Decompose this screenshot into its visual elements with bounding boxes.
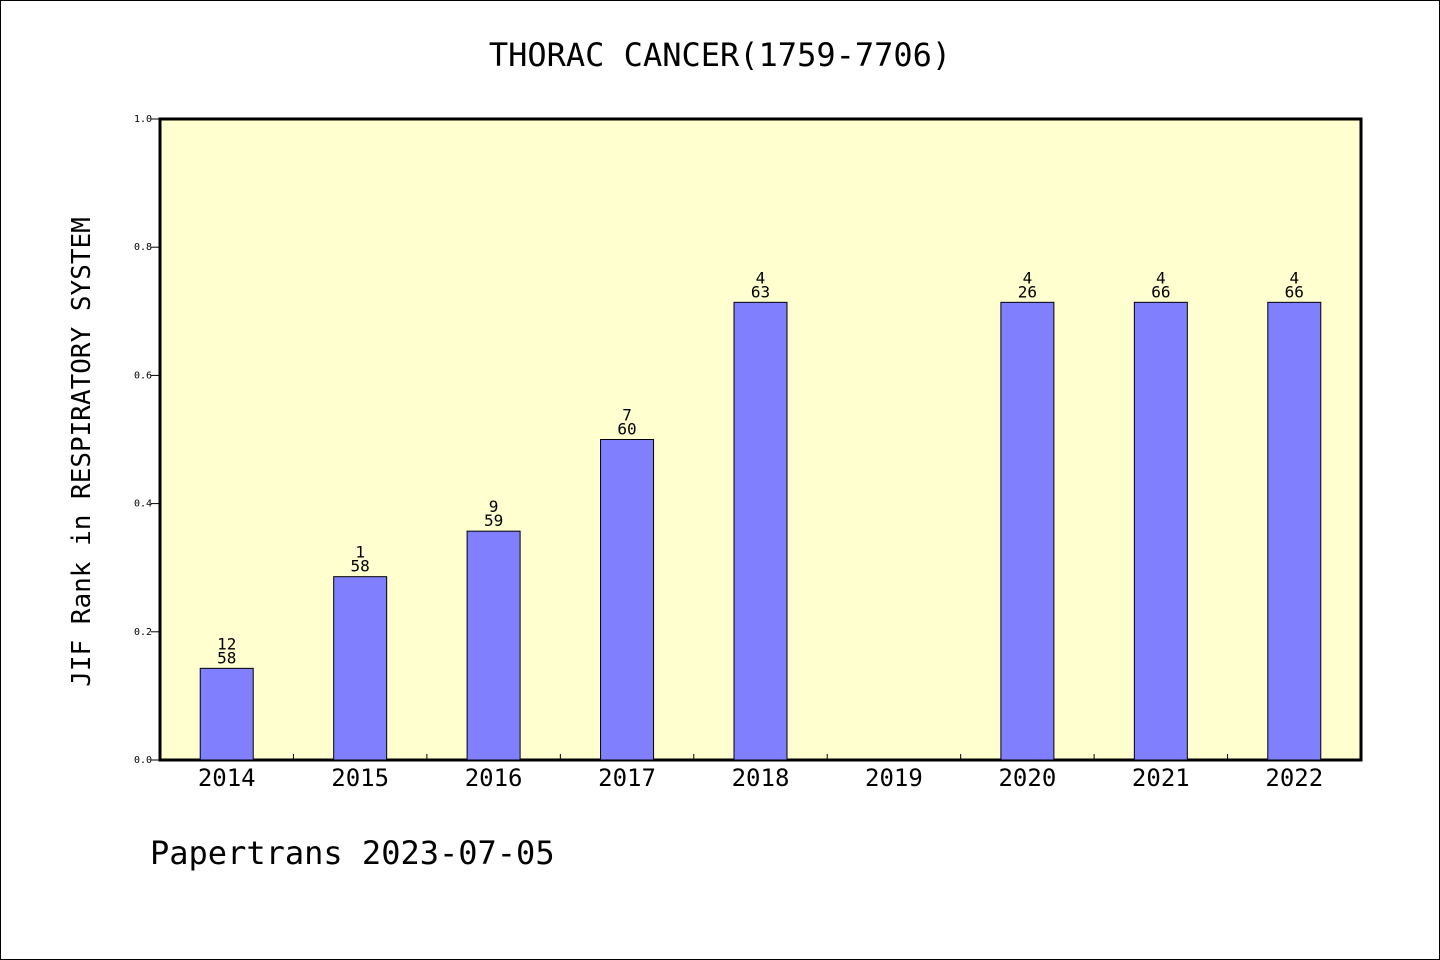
bars: [199, 301, 1322, 761]
data-label-total: 26: [1018, 282, 1037, 301]
data-label-rank: 12: [217, 634, 236, 653]
footer-credit: Papertrans 2023-07-05: [150, 834, 555, 872]
data-label-rank: 1: [355, 543, 365, 562]
bar-2014: [199, 667, 254, 761]
data-label-rank: 4: [1289, 268, 1299, 287]
x-tick-label: 2020: [998, 764, 1056, 792]
x-tick-label: 2015: [331, 764, 389, 792]
bar-2016: [466, 530, 521, 761]
data-label-total: 58: [351, 557, 370, 576]
y-tick-label: 0.2: [134, 627, 152, 638]
y-tick-label: 0.4: [134, 499, 152, 510]
bar-2018: [733, 301, 788, 761]
data-label-rank: 7: [622, 406, 632, 425]
data-label-rank: 4: [756, 268, 766, 287]
x-tick-label: 2022: [1265, 764, 1323, 792]
x-tick-label: 2019: [865, 764, 923, 792]
bar-2015: [333, 576, 388, 761]
data-label-total: 58: [217, 648, 236, 667]
x-tick-label: 2014: [198, 764, 256, 792]
x-tick-label: 2021: [1132, 764, 1190, 792]
data-label-rank: 4: [1023, 268, 1033, 287]
x-tick-label: 2016: [465, 764, 523, 792]
data-label-rank: 9: [489, 497, 499, 516]
data-label-total: 66: [1151, 282, 1170, 301]
x-tick-label: 2018: [732, 764, 790, 792]
x-tick-label: 2017: [598, 764, 656, 792]
y-tick-label: 0.0: [134, 755, 152, 766]
bar-2017: [600, 439, 655, 761]
y-ticks: 0.0 0.2 0.4 0.6 0.8 1.0: [134, 114, 160, 766]
x-ticks: 2014 2015 2016 2017 2018 2019 2020 2021 2022: [198, 754, 1323, 792]
bar-2020: [1000, 301, 1055, 761]
data-label-total: 59: [484, 511, 503, 530]
chart-title: THORAC CANCER(1759-7706): [489, 36, 951, 74]
data-label-total: 63: [751, 282, 770, 301]
y-tick-label: 0.6: [134, 370, 152, 381]
data-label-total: 60: [617, 420, 636, 439]
bar-2022: [1267, 301, 1322, 761]
bar-2021: [1133, 301, 1188, 761]
y-axis-label: JIF Rank in RESPIRATORY SYSTEM: [67, 217, 97, 687]
y-tick-label: 0.8: [134, 242, 152, 253]
data-label-total: 66: [1285, 282, 1304, 301]
y-tick-label: 1.0: [134, 114, 152, 125]
data-label-rank: 4: [1156, 268, 1166, 287]
